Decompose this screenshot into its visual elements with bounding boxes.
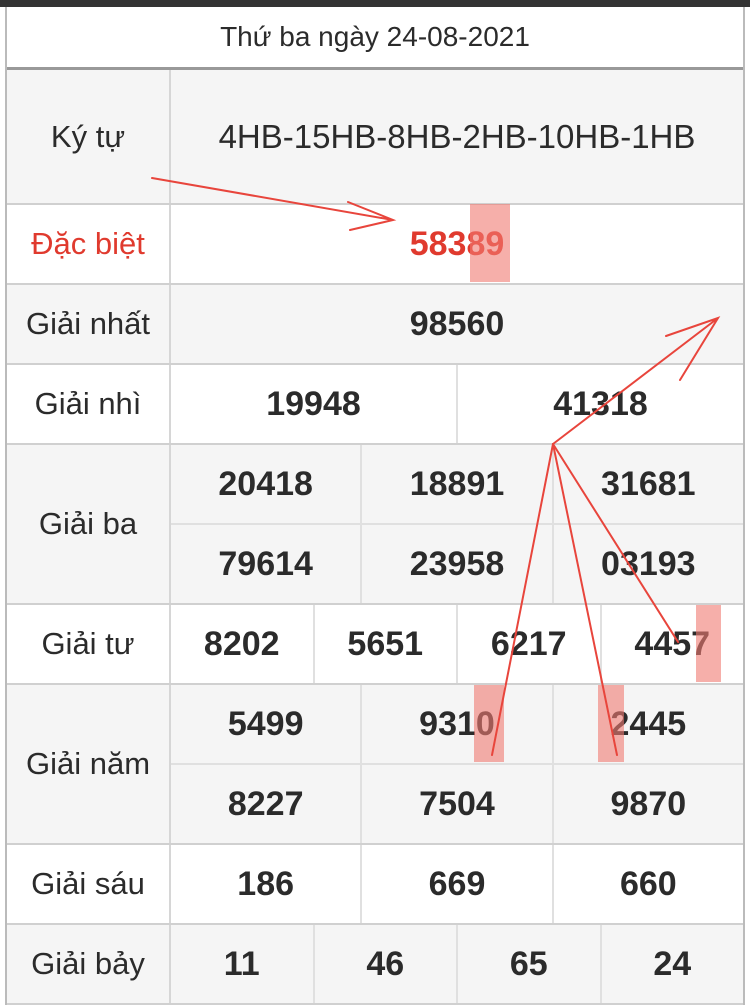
row-giai-tu: Giải tư 8202 5651 6217 4457	[7, 605, 743, 685]
row-label: Giải năm	[7, 685, 171, 843]
prize-number: 6217	[456, 605, 600, 683]
highlight-9310-0	[474, 685, 504, 762]
prize-number: 9870	[551, 765, 743, 843]
prize-number: 31681	[551, 445, 743, 523]
prize-number: 5651	[312, 605, 457, 683]
table-header-date: Thứ ba ngày 24-08-2021	[7, 7, 743, 70]
prize-number: 5499	[227, 704, 304, 743]
arrow-to-special	[151, 177, 397, 231]
prize-number: 79614	[218, 544, 313, 583]
row-label: Đặc biệt	[7, 205, 171, 283]
row-label: Giải ba	[7, 445, 171, 603]
top-border	[0, 0, 750, 7]
row-label: Giải sáu	[7, 845, 171, 923]
row-ky-tu: Ký tự 4HB-15HB-8HB-2HB-10HB-1HB	[7, 70, 743, 205]
prize-number: 8202	[203, 624, 280, 663]
prize-number: 18891	[360, 445, 551, 523]
line-to-6217	[491, 443, 554, 756]
prize-number: 669	[360, 845, 551, 923]
row-giai-nhat: Giải nhất 98560	[7, 285, 743, 365]
prize-number: 24	[599, 925, 744, 1003]
highlight-4457-7	[696, 605, 721, 682]
ky-tu-value: 4HB-15HB-8HB-2HB-10HB-1HB	[218, 117, 696, 155]
row-giai-ba: Giải ba 20418 18891 31681 79614 23958 03…	[7, 445, 743, 605]
row-label: Giải tư	[7, 605, 171, 683]
prize-number: 7504	[360, 765, 551, 843]
prize-number: 41318	[456, 365, 743, 443]
line-to-4457	[552, 443, 618, 756]
line-to-03193	[552, 443, 679, 643]
prize-number: 46	[312, 925, 457, 1003]
prize-number: 23958	[360, 525, 551, 603]
arrow-up-right	[552, 316, 721, 445]
prize-number: 20418	[218, 464, 313, 503]
prize-number: 19948	[266, 384, 361, 423]
prize-number: 65	[456, 925, 600, 1003]
row-giai-nhi: Giải nhì 19948 41318	[7, 365, 743, 445]
highlight-special-89	[470, 204, 510, 282]
prize-number: 8227	[227, 784, 304, 823]
prize-number: 186	[237, 864, 295, 903]
row-label: Giải bảy	[7, 925, 171, 1003]
prize-number: 98560	[409, 304, 505, 343]
prize-number: 660	[551, 845, 743, 923]
prize-number: 11	[223, 944, 260, 983]
prize-number: 03193	[551, 525, 743, 603]
row-label: Ký tự	[7, 70, 171, 203]
row-label: Giải nhất	[7, 285, 171, 363]
row-label: Giải nhì	[7, 365, 171, 443]
row-giai-nam: Giải năm 5499 9310 2445 8227 7504 9870	[7, 685, 743, 845]
row-giai-sau: Giải sáu 186 669 660	[7, 845, 743, 925]
